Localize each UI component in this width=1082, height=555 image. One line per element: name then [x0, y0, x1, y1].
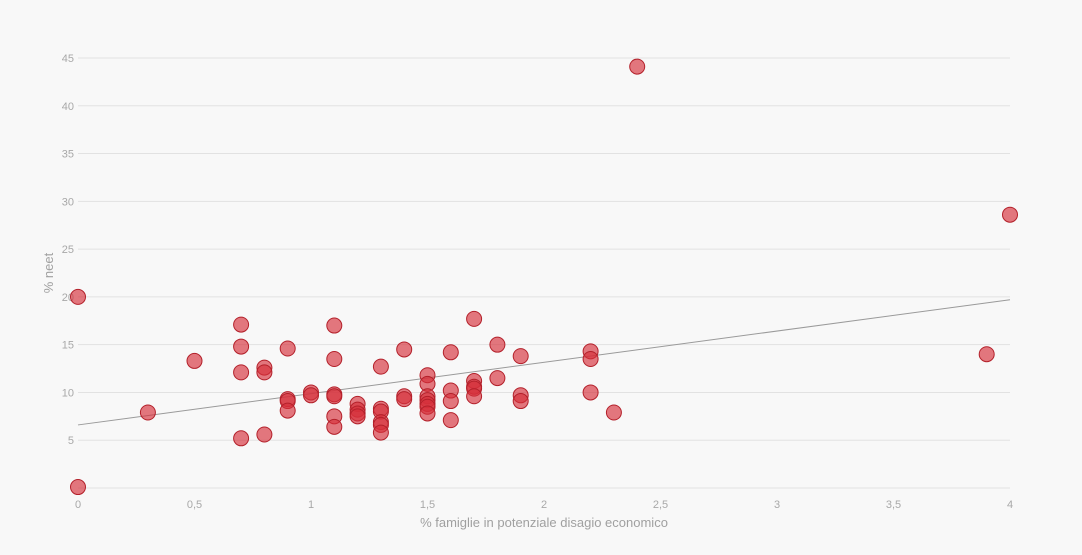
data-point[interactable] [326, 418, 343, 435]
data-point[interactable] [629, 58, 646, 75]
data-point[interactable] [582, 384, 599, 401]
data-points [70, 58, 1018, 496]
data-point[interactable] [349, 408, 366, 425]
y-tick-label: 10 [62, 387, 74, 399]
y-tick-label: 5 [68, 435, 74, 447]
data-point[interactable] [326, 317, 343, 334]
data-point[interactable] [605, 404, 622, 421]
x-tick-label: 0 [75, 499, 81, 511]
data-point[interactable] [233, 316, 250, 333]
data-point[interactable] [326, 388, 343, 405]
data-point[interactable] [326, 351, 343, 367]
x-tick-label: 2 [541, 499, 547, 511]
data-point[interactable] [233, 338, 250, 355]
trend-line [77, 299, 1011, 426]
data-point[interactable] [396, 341, 413, 358]
data-point[interactable] [70, 479, 86, 496]
data-point[interactable] [1002, 206, 1018, 223]
y-tick-label: 25 [62, 244, 74, 256]
x-tick-label: 1 [308, 499, 314, 511]
data-point[interactable] [256, 364, 273, 381]
data-point[interactable] [512, 348, 529, 365]
y-tick-label: 30 [62, 196, 74, 208]
data-point[interactable] [489, 336, 506, 353]
data-point[interactable] [256, 426, 273, 443]
x-tick-label: 4 [1007, 499, 1013, 511]
data-point[interactable] [372, 424, 389, 441]
x-tick-label: 3,5 [886, 499, 901, 511]
data-point[interactable] [186, 352, 203, 369]
data-point[interactable] [372, 358, 389, 375]
data-point[interactable] [139, 404, 156, 421]
data-point[interactable] [233, 430, 250, 447]
data-point[interactable] [442, 393, 459, 410]
data-point[interactable] [279, 340, 296, 357]
y-tick-label: 45 [62, 53, 74, 65]
x-axis-title: % famiglie in potenziale disagio economi… [420, 515, 668, 530]
y-tick-label: 35 [62, 149, 74, 161]
data-point[interactable] [303, 387, 319, 404]
x-axis-ticks: 0 0,5 1 1,5 2 2,5 3 3,5 4 [75, 499, 1013, 511]
data-point[interactable] [978, 346, 995, 363]
y-tick-label: 40 [62, 101, 74, 113]
data-point[interactable] [233, 364, 250, 381]
data-point[interactable] [442, 344, 459, 361]
data-point[interactable] [512, 393, 529, 410]
y-tick-label: 15 [62, 340, 74, 352]
data-point[interactable] [442, 412, 459, 429]
y-axis-title: % neet [41, 252, 56, 293]
data-point[interactable] [582, 351, 599, 367]
data-point[interactable] [466, 388, 483, 405]
data-point[interactable] [70, 288, 86, 305]
x-tick-label: 2,5 [653, 499, 668, 511]
data-point[interactable] [466, 310, 483, 327]
data-point[interactable] [279, 402, 296, 419]
x-tick-label: 3 [774, 499, 780, 511]
grid-lines [78, 57, 1010, 489]
data-point[interactable] [419, 405, 436, 422]
x-tick-label: 0,5 [187, 499, 202, 511]
x-tick-label: 1,5 [420, 499, 435, 511]
data-point[interactable] [489, 370, 506, 387]
data-point[interactable] [396, 391, 413, 408]
